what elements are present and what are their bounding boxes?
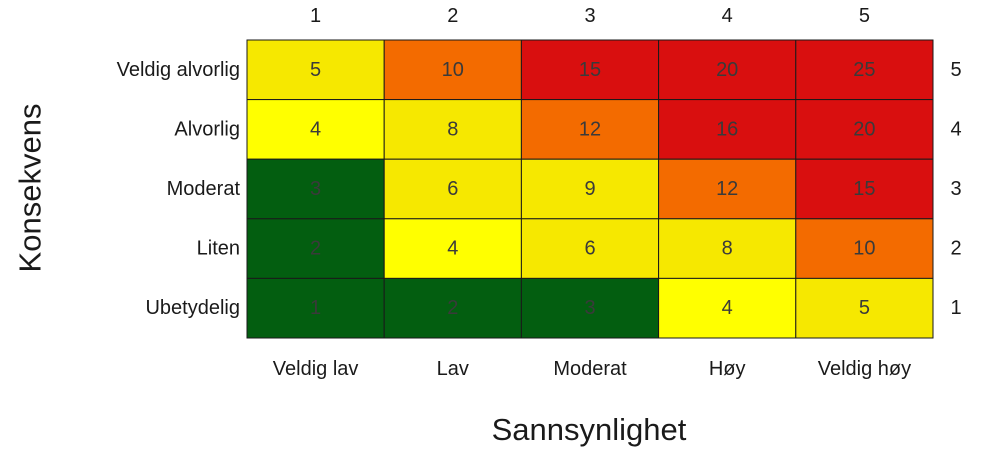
cell-value-label: 4 [722, 297, 733, 319]
left-axis-labels: Veldig alvorlig Alvorlig Moderat Liten Ubety… [117, 59, 241, 319]
cell-value-label: 8 [447, 118, 458, 140]
cell-value-label: 10 [853, 238, 875, 260]
cell-value-label: 3 [584, 297, 595, 319]
x-tick-label: Lav [437, 358, 469, 380]
matrix-cell [246, 277, 385, 339]
matrix-cell [795, 99, 934, 160]
matrix-cell [520, 277, 660, 339]
cell-value-label: 4 [310, 118, 321, 140]
y-tick-label: Alvorlig [174, 118, 240, 140]
bottom-axis-labels: Veldig lav Lav Moderat Høy Veldig høy [273, 358, 911, 380]
right-axis-number: 2 [950, 238, 961, 260]
x-tick-label: Veldig lav [273, 358, 359, 380]
top-axis-number: 4 [722, 5, 733, 27]
cell-value-label: 5 [859, 297, 870, 319]
matrix-cell [520, 39, 660, 101]
matrix-cell [520, 158, 660, 220]
top-axis-number: 1 [310, 5, 321, 27]
matrix-cell [658, 39, 797, 101]
y-axis-title: Konsekvens [13, 104, 48, 273]
matrix-cell [795, 277, 934, 339]
top-axis-numbers: 1 2 3 4 5 [310, 5, 870, 27]
top-axis-number: 2 [447, 5, 458, 27]
matrix-cell [795, 158, 934, 220]
matrix-cell [246, 99, 385, 160]
cell-value-label: 12 [716, 178, 738, 200]
y-tick-label: Liten [197, 238, 240, 260]
cell-value-label: 4 [447, 238, 458, 260]
matrix-cell [658, 158, 797, 220]
matrix-cell [246, 218, 385, 279]
matrix-cells [246, 39, 934, 339]
cell-value-label: 16 [716, 118, 738, 140]
matrix-cell [520, 218, 660, 279]
matrix-cell [795, 39, 934, 101]
matrix-cell [383, 277, 522, 339]
cell-value-label: 2 [447, 297, 458, 319]
y-tick-label: Veldig alvorlig [117, 59, 240, 81]
top-axis-number: 5 [859, 5, 870, 27]
cell-value-label: 10 [442, 59, 464, 81]
cell-value-label: 2 [310, 238, 321, 260]
right-axis-numbers: 5 4 3 2 1 [950, 59, 961, 319]
cell-value-label: 12 [579, 118, 601, 140]
cell-value-label: 9 [584, 178, 595, 200]
y-tick-label: Moderat [167, 178, 241, 200]
matrix-cell [383, 218, 522, 279]
y-tick-label: Ubetydelig [145, 297, 240, 319]
cell-value-label: 20 [853, 118, 875, 140]
right-axis-number: 4 [950, 118, 961, 140]
cell-value-label: 15 [579, 59, 601, 81]
matrix-cell [795, 218, 934, 279]
cell-value-label: 25 [853, 59, 875, 81]
cell-value-label: 6 [584, 238, 595, 260]
x-tick-label: Veldig høy [818, 358, 911, 380]
cell-value-label: 5 [310, 59, 321, 81]
cell-value-label: 1 [310, 297, 321, 319]
x-tick-label: Moderat [553, 358, 627, 380]
cell-value-label: 3 [310, 178, 321, 200]
cell-value-label: 15 [853, 178, 875, 200]
matrix-cell [658, 218, 797, 279]
matrix-cell [383, 39, 522, 101]
right-axis-number: 5 [950, 59, 961, 81]
matrix-cell [383, 158, 522, 220]
cell-value-label: 8 [722, 238, 733, 260]
matrix-cell-values: 5 10 15 20 254 8 12 16 203 6 9 12 152 4 6 8 101 2 3 4 5 [310, 59, 875, 319]
cell-value-label: 20 [716, 59, 738, 81]
top-axis-number: 3 [584, 5, 595, 27]
x-axis-title: Sannsynlighet [492, 412, 687, 447]
cell-value-label: 6 [447, 178, 458, 200]
matrix-cell [520, 99, 660, 160]
x-tick-label: Høy [709, 358, 746, 380]
matrix-cell [246, 39, 385, 101]
right-axis-number: 3 [950, 178, 961, 200]
right-axis-number: 1 [950, 297, 961, 319]
